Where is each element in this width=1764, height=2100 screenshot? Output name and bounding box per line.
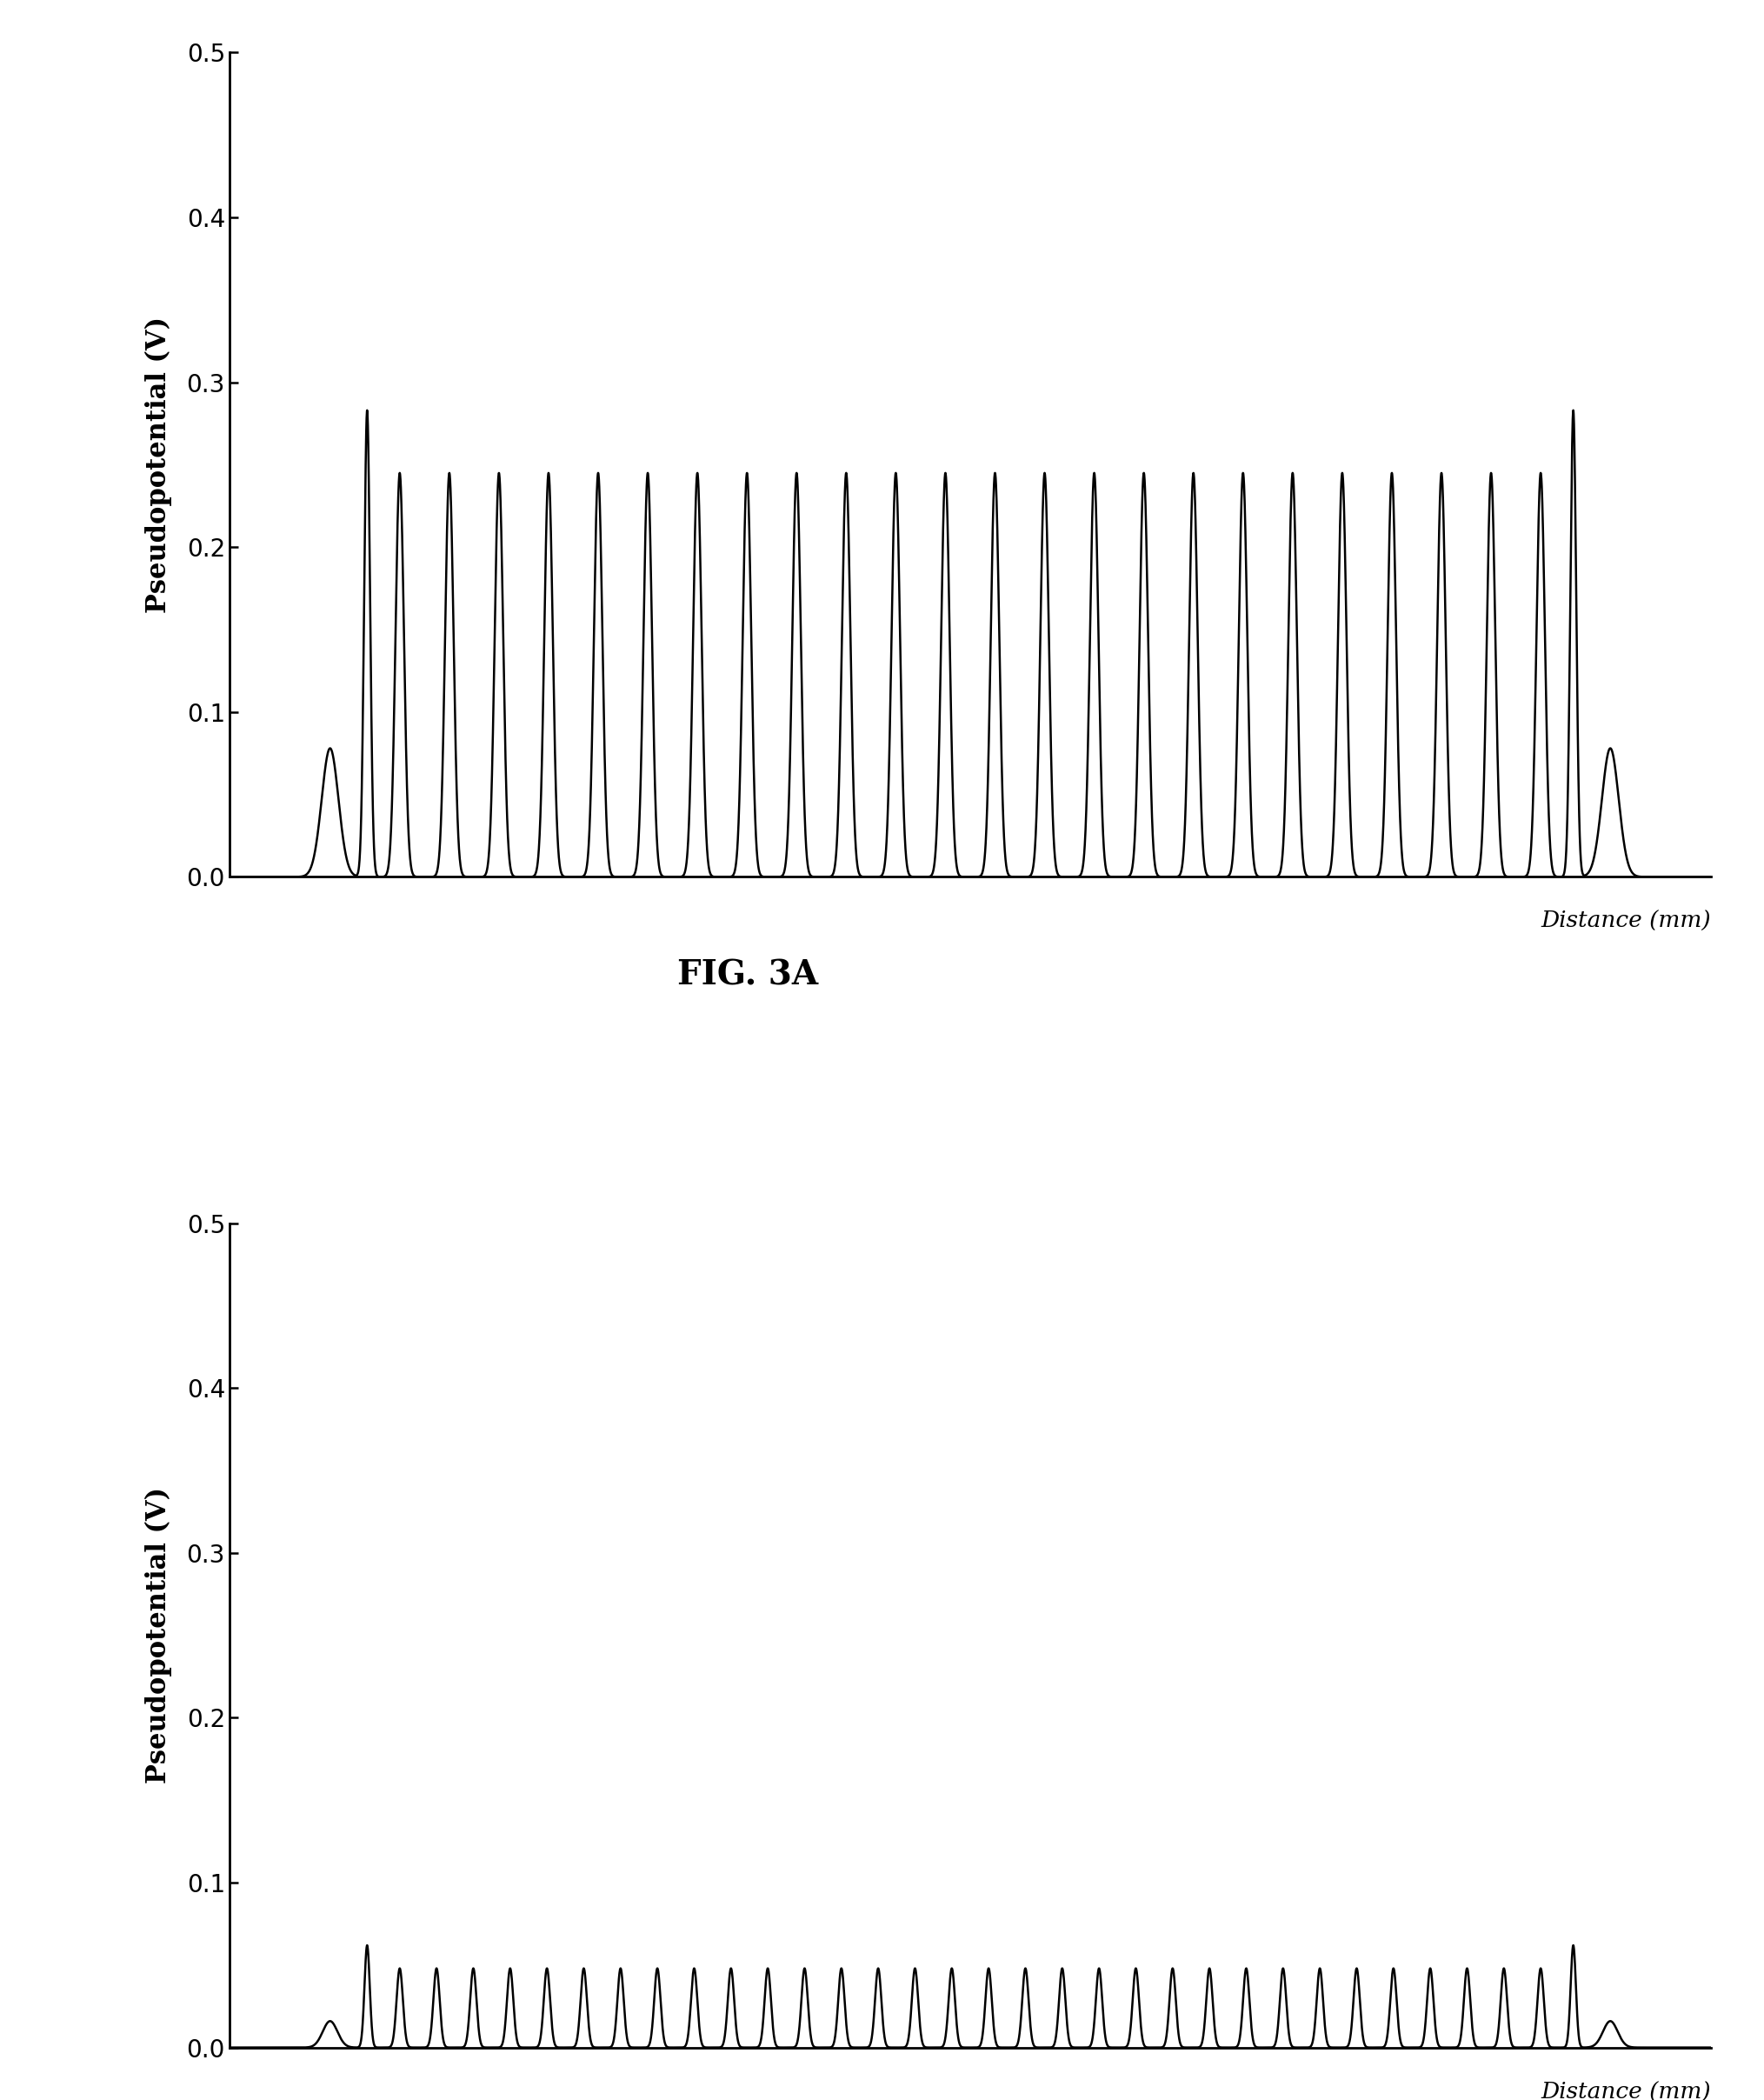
Y-axis label: Pseudopotential (V): Pseudopotential (V)	[145, 1487, 173, 1783]
Y-axis label: Pseudopotential (V): Pseudopotential (V)	[145, 317, 173, 613]
Text: FIG. 3A: FIG. 3A	[677, 960, 818, 991]
Text: Distance (mm): Distance (mm)	[1542, 2081, 1711, 2100]
Text: Distance (mm): Distance (mm)	[1542, 911, 1711, 932]
